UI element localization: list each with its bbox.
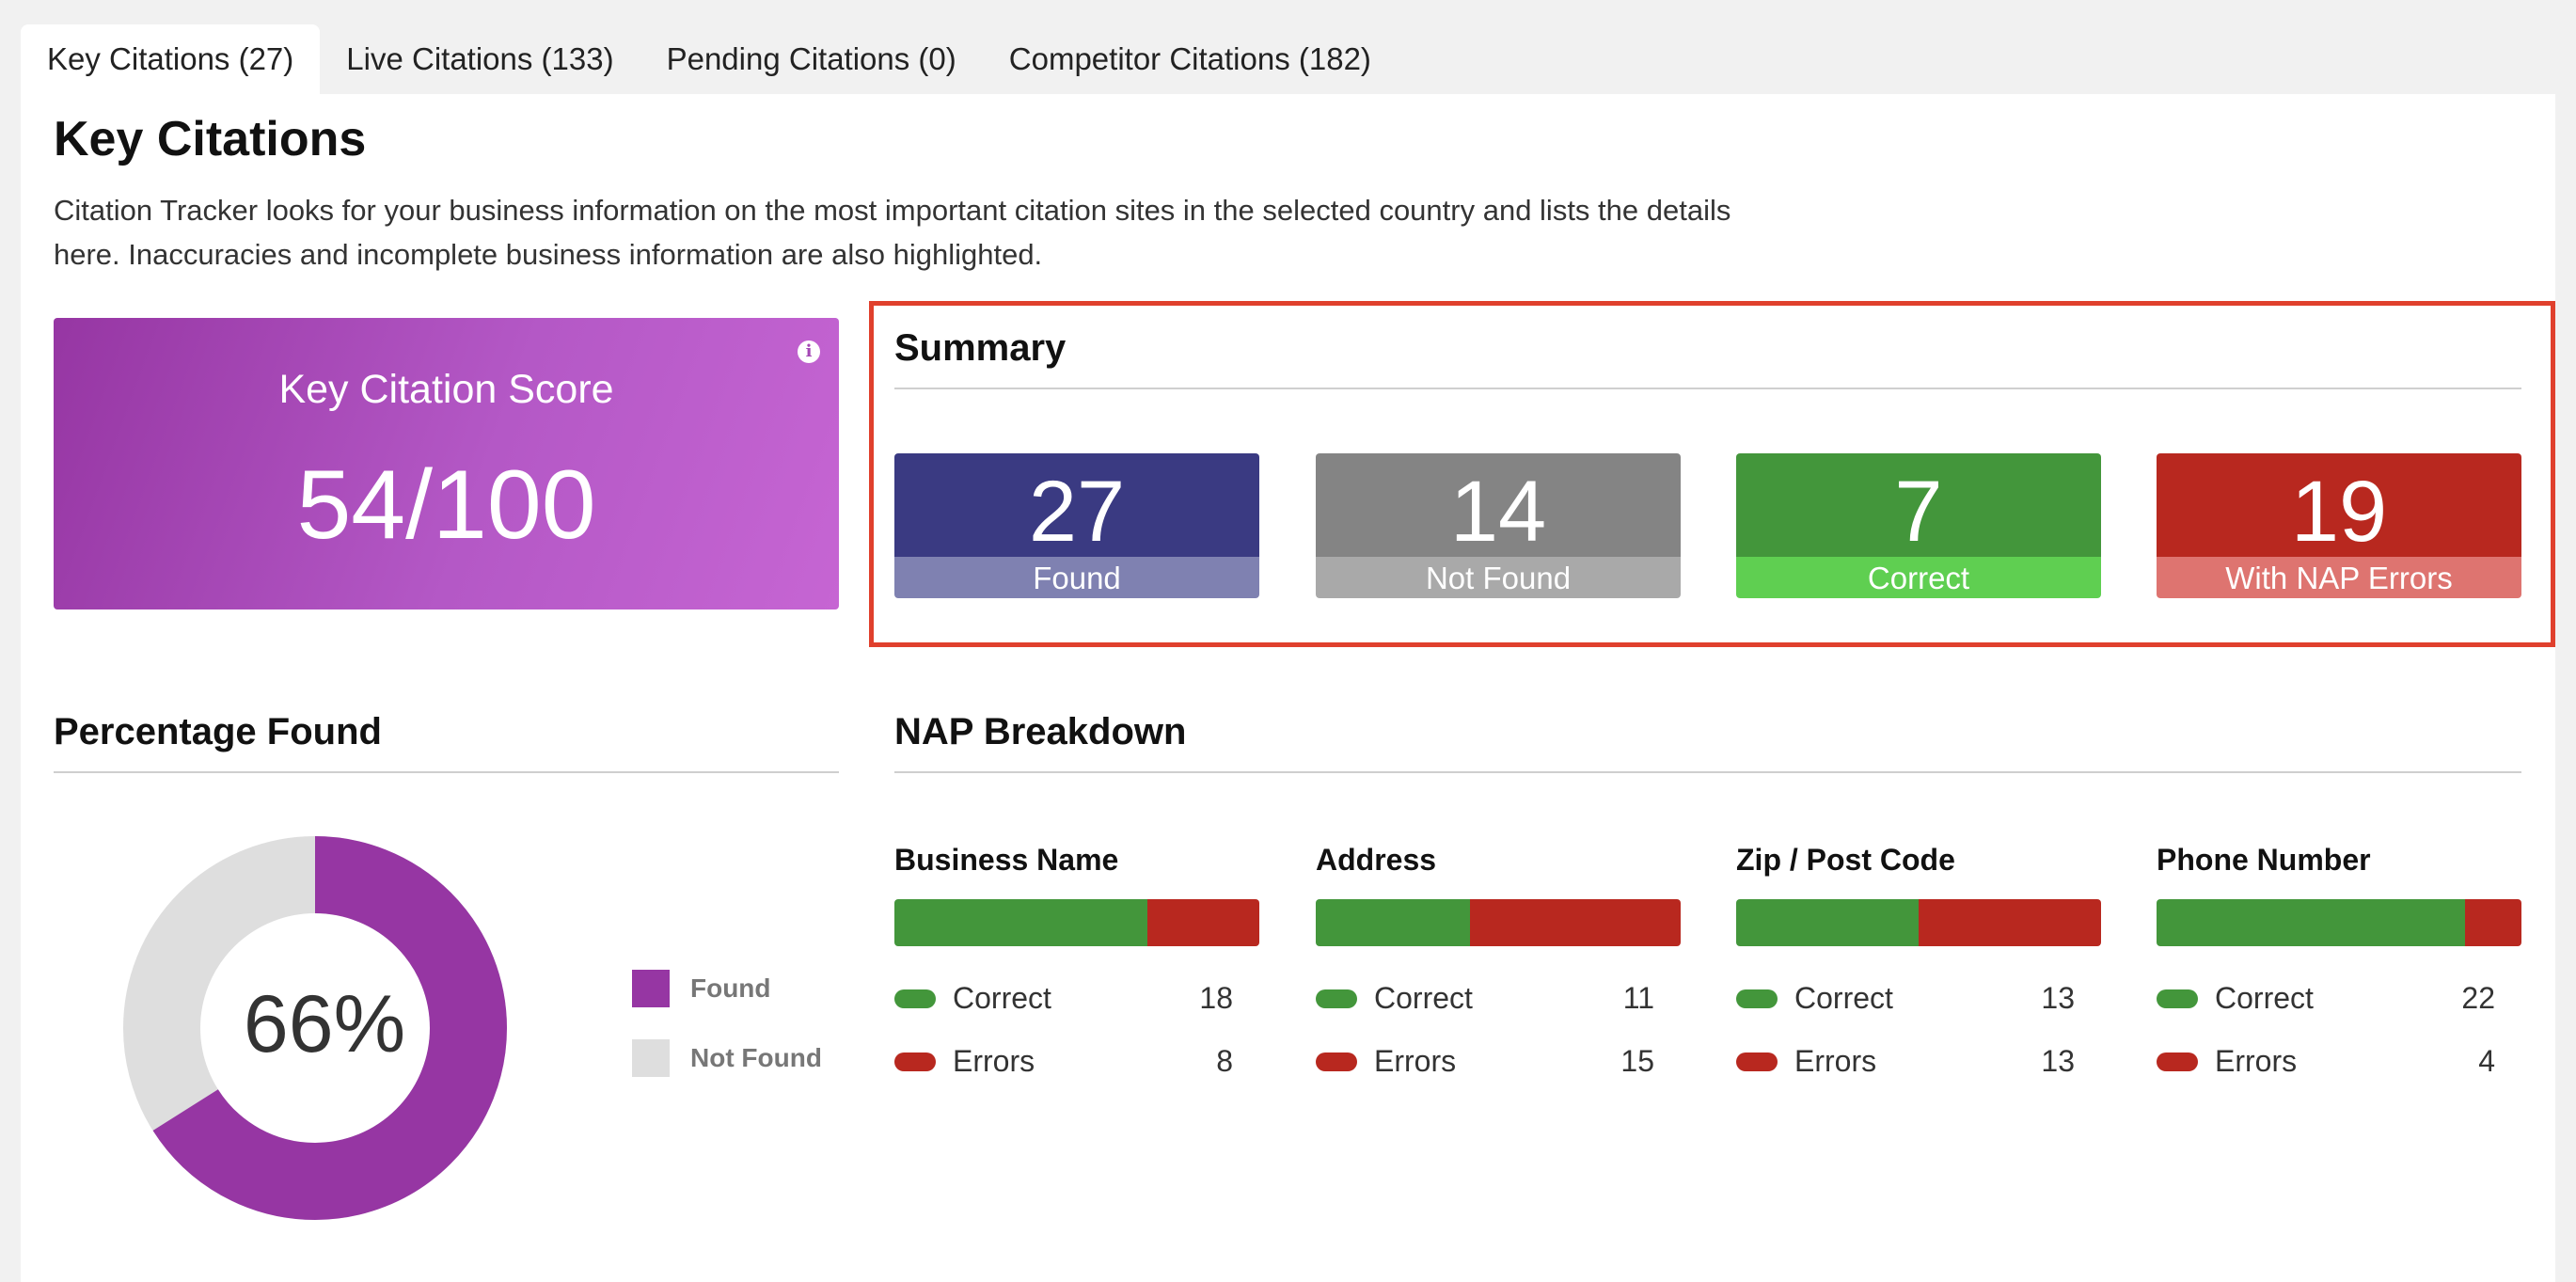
summary-title: Summary bbox=[894, 327, 1067, 369]
stat-value: 19 bbox=[2157, 453, 2521, 560]
stat-label: Found bbox=[894, 557, 1259, 598]
nap-bar-errors bbox=[1919, 899, 2101, 946]
tab-live-citations[interactable]: Live Citations (133) bbox=[346, 41, 614, 76]
percentage-value: 66% bbox=[243, 979, 406, 1069]
nap-correct-label: Correct bbox=[1794, 981, 1893, 1015]
stat-value: 7 bbox=[1736, 453, 2101, 560]
nap-errors-row: Errors 13 bbox=[1736, 1030, 2101, 1093]
stat-correct: 7 Correct bbox=[1736, 453, 2101, 598]
stat-value: 27 bbox=[894, 453, 1259, 560]
tab-key-citations[interactable]: Key Citations (27) bbox=[21, 24, 321, 94]
summary-highlight-box bbox=[869, 301, 2555, 647]
stat-not-found: 14 Not Found bbox=[1316, 453, 1681, 598]
tab-pending-citations[interactable]: Pending Citations (0) bbox=[666, 41, 956, 76]
nap-correct-count: 22 bbox=[2461, 981, 2495, 1015]
stat-value: 14 bbox=[1316, 453, 1681, 560]
nap-field-name: Address bbox=[1316, 843, 1437, 877]
nap-bar-correct bbox=[2157, 899, 2466, 946]
percentage-found-title: Percentage Found bbox=[54, 711, 382, 752]
correct-pill-icon bbox=[1736, 989, 1778, 1008]
nap-errors-row: Errors 15 bbox=[1316, 1030, 1681, 1093]
nap-correct-row: Correct 18 bbox=[894, 967, 1259, 1030]
legend-label: Found bbox=[690, 973, 771, 1003]
nap-bar-errors bbox=[1470, 899, 1681, 946]
nap-field-name: Phone Number bbox=[2157, 843, 2371, 877]
correct-pill-icon bbox=[894, 989, 936, 1008]
legend-label: Not Found bbox=[690, 1043, 822, 1072]
nap-correct-row: Correct 11 bbox=[1316, 967, 1681, 1030]
nap-errors-count: 13 bbox=[2041, 1044, 2075, 1078]
nap-bar bbox=[2157, 899, 2521, 946]
nap-bar-errors bbox=[1146, 899, 1259, 946]
nap-correct-row: Correct 22 bbox=[2157, 967, 2521, 1030]
nap-bar-errors bbox=[2465, 899, 2521, 946]
donut-found-arc bbox=[123, 836, 507, 1220]
legend-found[interactable]: Found bbox=[632, 970, 771, 1007]
legend-swatch-found bbox=[632, 970, 670, 1007]
percentage-divider bbox=[54, 771, 839, 773]
nap-field-name: Business Name bbox=[894, 843, 1119, 877]
nap-errors-label: Errors bbox=[2215, 1044, 2298, 1078]
info-icon[interactable]: i bbox=[798, 340, 820, 363]
nap-errors-label: Errors bbox=[1794, 1044, 1877, 1078]
tab-competitor-citations[interactable]: Competitor Citations (182) bbox=[1008, 41, 1371, 76]
nap-bar bbox=[1736, 899, 2101, 946]
nap-business-name: Business Name Correct 18 Errors 8 bbox=[894, 843, 1259, 1093]
nap-correct-count: 18 bbox=[1199, 981, 1233, 1015]
percentage-donut-chart bbox=[123, 836, 507, 1220]
nap-phone-number: Phone Number Correct 22 Errors 4 bbox=[2157, 843, 2521, 1093]
stat-label: Not Found bbox=[1316, 557, 1681, 598]
nap-correct-count: 13 bbox=[2041, 981, 2075, 1015]
nap-correct-row: Correct 13 bbox=[1736, 967, 2101, 1030]
legend-swatch-not-found bbox=[632, 1039, 670, 1077]
error-pill-icon bbox=[1316, 1052, 1357, 1071]
nap-errors-count: 15 bbox=[1620, 1044, 1654, 1078]
nap-correct-label: Correct bbox=[953, 981, 1051, 1015]
correct-pill-icon bbox=[1316, 989, 1357, 1008]
nap-errors-count: 4 bbox=[2478, 1044, 2495, 1078]
stat-label: Correct bbox=[1736, 557, 2101, 598]
nap-errors-row: Errors 8 bbox=[894, 1030, 1259, 1093]
nap-errors-label: Errors bbox=[953, 1044, 1035, 1078]
legend-not-found[interactable]: Not Found bbox=[632, 1039, 822, 1077]
stat-nap-errors: 19 With NAP Errors bbox=[2157, 453, 2521, 598]
nap-field-name: Zip / Post Code bbox=[1736, 843, 1955, 877]
nap-divider bbox=[894, 771, 2521, 773]
stat-found: 27 Found bbox=[894, 453, 1259, 598]
nap-errors-count: 8 bbox=[1216, 1044, 1233, 1078]
stat-label: With NAP Errors bbox=[2157, 557, 2521, 598]
error-pill-icon bbox=[2157, 1052, 2198, 1071]
summary-divider bbox=[894, 388, 2521, 389]
page-description: Citation Tracker looks for your business… bbox=[54, 194, 1731, 271]
correct-pill-icon bbox=[2157, 989, 2198, 1008]
nap-errors-row: Errors 4 bbox=[2157, 1030, 2521, 1093]
nap-bar bbox=[1316, 899, 1681, 946]
nap-errors-label: Errors bbox=[1374, 1044, 1457, 1078]
page-title: Key Citations bbox=[54, 112, 367, 166]
error-pill-icon bbox=[894, 1052, 936, 1071]
nap-correct-count: 11 bbox=[1622, 981, 1654, 1015]
nap-bar bbox=[894, 899, 1259, 946]
score-label: Key Citation Score bbox=[278, 367, 614, 412]
tab-bar: Key Citations (27) Live Citations (133) … bbox=[21, 24, 1398, 94]
nap-correct-label: Correct bbox=[1374, 981, 1473, 1015]
nap-zip-post-code: Zip / Post Code Correct 13 Errors 13 bbox=[1736, 843, 2101, 1093]
nap-bar-correct bbox=[1736, 899, 1919, 946]
score-value: 54/100 bbox=[296, 451, 596, 560]
nap-correct-label: Correct bbox=[2215, 981, 2314, 1015]
nap-bar-correct bbox=[1316, 899, 1471, 946]
key-citation-score-card: i Key Citation Score 54/100 bbox=[54, 318, 839, 609]
error-pill-icon bbox=[1736, 1052, 1778, 1071]
nap-address: Address Correct 11 Errors 15 bbox=[1316, 843, 1681, 1093]
nap-breakdown-title: NAP Breakdown bbox=[894, 711, 1187, 752]
nap-bar-correct bbox=[894, 899, 1147, 946]
